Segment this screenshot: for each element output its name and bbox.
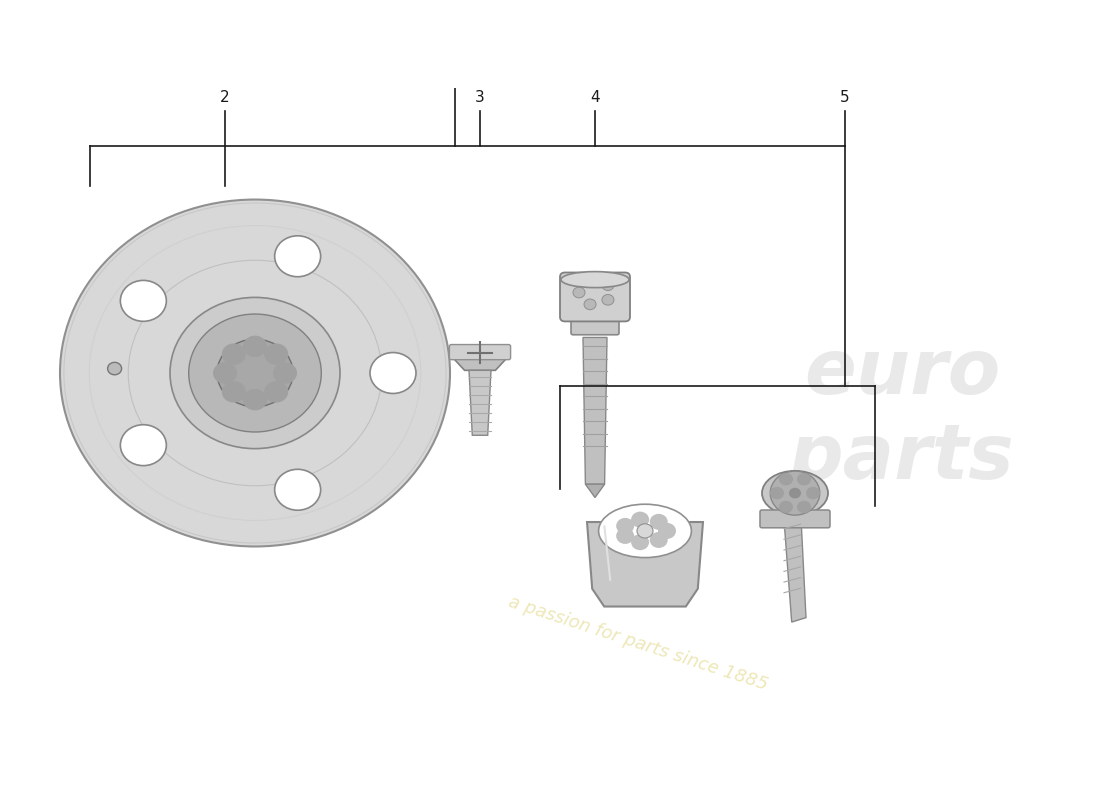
- Circle shape: [779, 501, 793, 513]
- FancyBboxPatch shape: [450, 345, 510, 360]
- Circle shape: [60, 199, 450, 546]
- Circle shape: [275, 236, 320, 277]
- Circle shape: [573, 287, 585, 298]
- FancyBboxPatch shape: [760, 510, 830, 528]
- Circle shape: [120, 425, 166, 466]
- Polygon shape: [451, 356, 508, 370]
- Polygon shape: [469, 370, 491, 435]
- Circle shape: [170, 298, 340, 449]
- Circle shape: [602, 294, 614, 305]
- Circle shape: [779, 473, 793, 486]
- Circle shape: [243, 389, 267, 410]
- Circle shape: [222, 343, 245, 365]
- Circle shape: [273, 362, 297, 384]
- Circle shape: [222, 382, 245, 402]
- Ellipse shape: [561, 271, 629, 288]
- Circle shape: [631, 512, 649, 528]
- Circle shape: [275, 470, 320, 510]
- Circle shape: [616, 528, 635, 544]
- Circle shape: [798, 473, 811, 486]
- FancyBboxPatch shape: [560, 273, 630, 322]
- Polygon shape: [583, 338, 607, 484]
- Circle shape: [120, 280, 166, 322]
- Circle shape: [584, 299, 596, 310]
- Circle shape: [770, 471, 820, 515]
- Text: a passion for parts since 1885: a passion for parts since 1885: [506, 593, 770, 694]
- Circle shape: [637, 524, 653, 538]
- Text: parts: parts: [789, 422, 1015, 495]
- Circle shape: [189, 314, 321, 432]
- Polygon shape: [784, 508, 806, 622]
- Circle shape: [650, 532, 668, 548]
- Circle shape: [584, 275, 596, 286]
- Circle shape: [264, 343, 288, 365]
- Circle shape: [602, 280, 614, 290]
- Text: 3: 3: [475, 90, 485, 105]
- Text: 4: 4: [591, 90, 600, 105]
- Text: euro: euro: [804, 336, 1000, 410]
- Circle shape: [264, 382, 288, 402]
- Ellipse shape: [598, 504, 692, 558]
- Text: 2: 2: [220, 90, 230, 105]
- Circle shape: [213, 362, 236, 384]
- Circle shape: [243, 336, 267, 357]
- Text: 5: 5: [840, 90, 850, 105]
- Circle shape: [370, 353, 416, 394]
- Circle shape: [631, 534, 649, 550]
- Circle shape: [806, 487, 820, 499]
- Circle shape: [108, 362, 122, 374]
- Circle shape: [798, 501, 811, 513]
- Circle shape: [658, 523, 676, 539]
- Circle shape: [789, 488, 801, 498]
- Circle shape: [770, 487, 784, 499]
- Circle shape: [217, 339, 293, 407]
- Polygon shape: [587, 522, 703, 606]
- Polygon shape: [585, 484, 605, 498]
- Circle shape: [650, 514, 668, 530]
- FancyBboxPatch shape: [571, 315, 619, 334]
- Circle shape: [616, 518, 635, 534]
- Text: 1: 1: [450, 0, 460, 2]
- Ellipse shape: [762, 471, 828, 515]
